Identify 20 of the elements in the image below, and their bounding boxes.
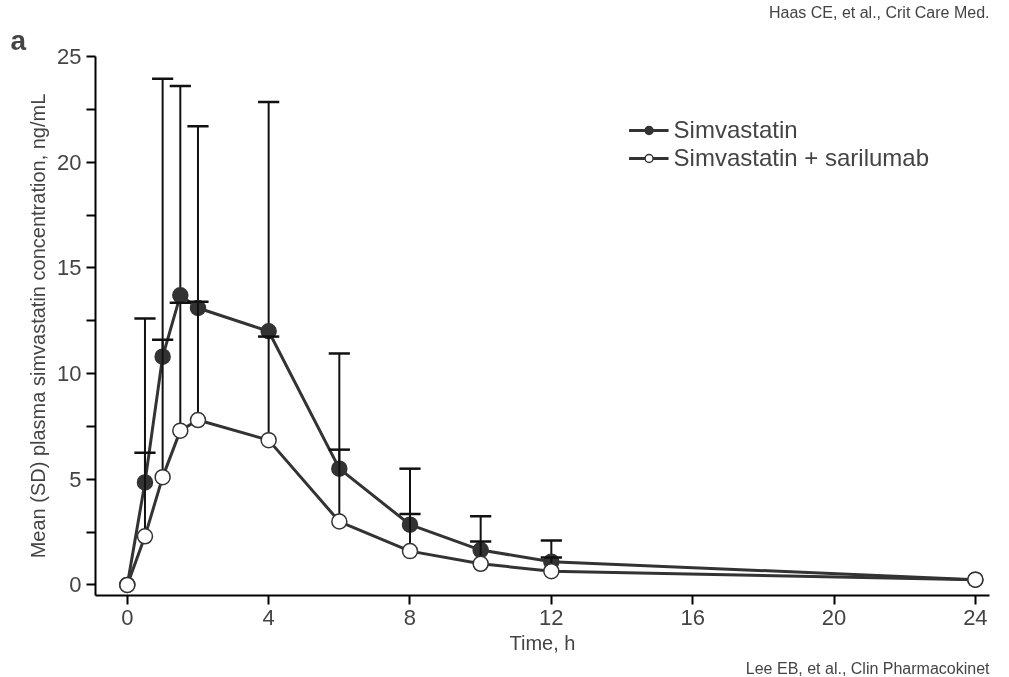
x-tick-label: 24: [963, 604, 988, 630]
y-axis-title: Mean (SD) plasma simvastatin concentration, ng/mL: [27, 93, 50, 559]
x-tick-label: 16: [680, 604, 705, 630]
y-tick-label: 0: [69, 572, 82, 598]
text: Lee EB, et al., Clin Pharmacokinet: [745, 659, 991, 677]
x-tick-label: 12: [539, 604, 564, 630]
y-tick-label: 10: [57, 361, 82, 387]
legend-label: Simvastatin + sarilumab: [673, 144, 929, 172]
y-tick-label: 25: [57, 44, 82, 69]
y-tick-label: 15: [57, 255, 82, 281]
x-axis-title: Time, h: [509, 631, 576, 654]
x-tick-label: 4: [262, 604, 275, 630]
y-tick-label: 20: [57, 149, 82, 175]
legend-label: Simvastatin: [673, 116, 798, 144]
x-tick-label: 0: [121, 604, 134, 630]
x-tick-label: 8: [403, 604, 417, 630]
y-tick-label: 5: [69, 466, 82, 492]
text: a: [10, 24, 27, 56]
x-tick-label: 20: [821, 604, 847, 630]
text: Haas CE, et al., Crit Care Med.: [768, 3, 990, 21]
